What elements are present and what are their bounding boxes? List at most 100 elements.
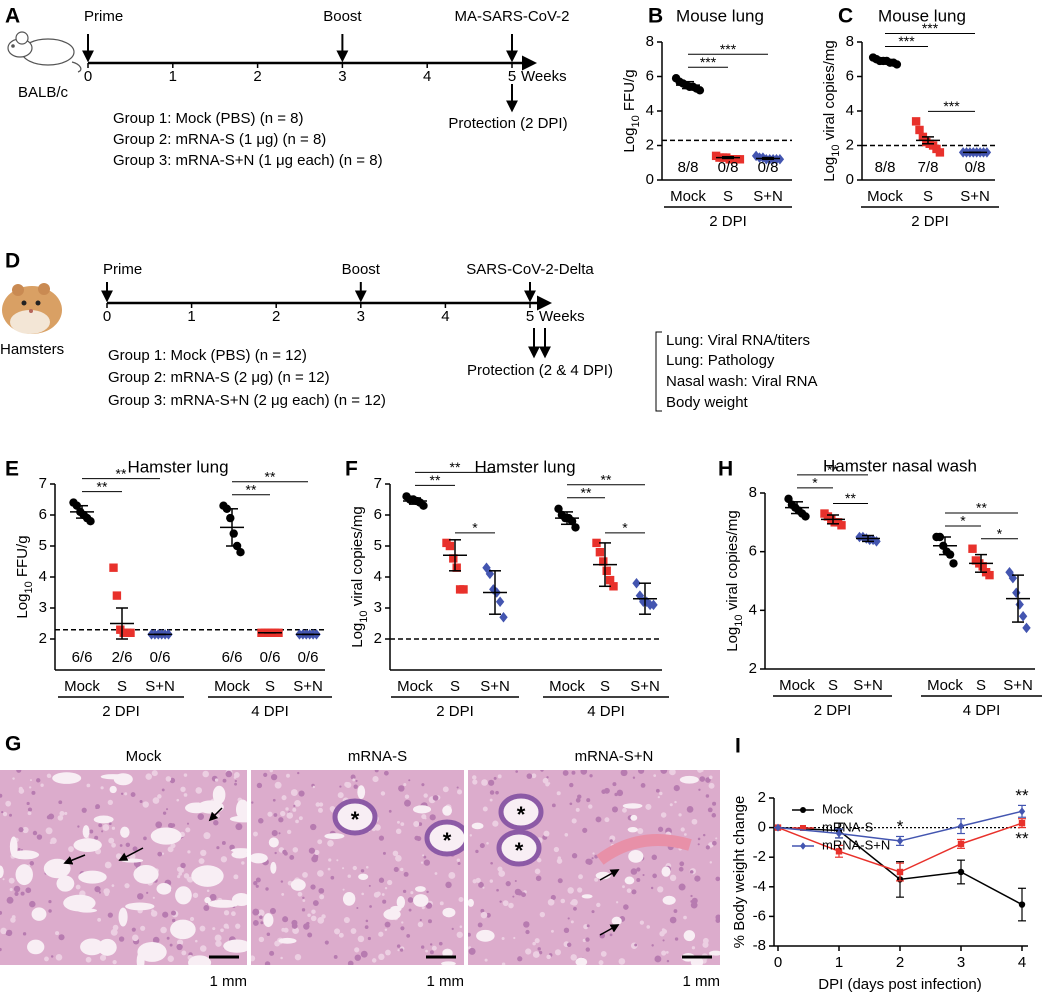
tissue-texture [166, 936, 170, 940]
alveolar-space [263, 913, 274, 928]
tissue-texture [382, 899, 387, 904]
tissue-texture [50, 955, 54, 958]
alveolar-space [121, 858, 144, 863]
tissue-texture [636, 878, 641, 883]
tissue-texture [155, 821, 163, 829]
micrograph-title: Mock [126, 748, 162, 765]
animal-label: BALB/c [18, 84, 69, 101]
tissue-texture [580, 770, 588, 775]
tissue-texture [215, 940, 222, 947]
tissue-texture [586, 924, 590, 928]
tissue-texture [271, 830, 278, 837]
tissue-texture [642, 873, 645, 877]
tissue-texture [185, 827, 191, 833]
tissue-texture [292, 847, 299, 853]
week-unit: Weeks [521, 68, 567, 85]
tissue-texture [472, 879, 477, 884]
alveolar-space [357, 785, 366, 799]
tissue-texture [669, 770, 676, 776]
tissue-texture [98, 823, 103, 828]
y-tick-label: 8 [846, 33, 854, 50]
category-label: Mock [927, 677, 963, 694]
alveolar-space [109, 785, 117, 794]
readout-item: Lung: Viral RNA/titers [666, 332, 810, 349]
tissue-texture [551, 803, 556, 808]
marker [452, 563, 461, 572]
tissue-texture [251, 801, 254, 804]
marker [1022, 622, 1031, 634]
significance-label: ** [265, 468, 276, 484]
tissue-texture [282, 916, 289, 923]
micrograph [251, 770, 464, 965]
tissue-texture [418, 822, 423, 827]
alveolar-space [358, 873, 369, 880]
tissue-texture [662, 939, 665, 942]
tissue-texture [278, 817, 284, 823]
tissue-texture [280, 810, 286, 817]
tissue-texture [339, 785, 342, 788]
alveolar-space [31, 907, 47, 921]
tissue-texture [97, 917, 102, 922]
tissue-texture [86, 783, 91, 788]
tissue-texture [111, 826, 116, 830]
tissue-texture [157, 794, 162, 799]
y-tick-label: 2 [846, 136, 854, 153]
tissue-texture [665, 951, 669, 954]
tissue-texture [107, 799, 113, 806]
tissue-texture [674, 800, 677, 804]
tissue-texture [286, 812, 294, 819]
tissue-texture [481, 779, 488, 786]
tissue-texture [585, 937, 590, 942]
tissue-texture [111, 842, 116, 848]
tissue-texture [567, 887, 574, 894]
tissue-texture [94, 886, 101, 893]
tissue-texture [77, 825, 80, 828]
marker [86, 517, 95, 526]
tissue-texture [99, 954, 107, 961]
tissue-texture [32, 830, 38, 836]
tissue-texture [1, 810, 4, 814]
y-label-base: Log [821, 157, 838, 182]
chart-title: Mouse lung [878, 6, 966, 25]
tissue-texture [343, 917, 350, 924]
y-tick-label: 4 [749, 601, 757, 618]
marker [957, 868, 965, 876]
tissue-texture [678, 883, 686, 891]
tissue-texture [209, 893, 217, 901]
tissue-texture [64, 811, 68, 815]
y-label-rest: viral copies/mg [724, 510, 741, 614]
marker [1018, 610, 1028, 622]
tissue-texture [365, 919, 369, 923]
marker [968, 544, 977, 553]
group-label: 2 DPI [814, 702, 852, 719]
tissue-texture [297, 891, 303, 897]
tissue-texture [285, 807, 289, 811]
marker [835, 848, 843, 855]
tissue-texture [29, 779, 32, 782]
tissue-texture [229, 844, 235, 851]
y-tick-label: 2 [374, 630, 382, 647]
alveolar-space [191, 865, 224, 887]
category-label: S+N [480, 678, 510, 695]
tissue-texture [234, 782, 238, 786]
tissue-texture [547, 782, 551, 785]
y-axis-label: Log10 viral copies/mg [821, 40, 842, 181]
tissue-texture [556, 791, 561, 796]
alveolar-space [56, 875, 75, 892]
tissue-texture [691, 818, 698, 825]
tissue-texture [171, 918, 176, 923]
alveolar-space [63, 894, 96, 912]
tissue-texture [112, 959, 117, 965]
tissue-texture [501, 936, 505, 940]
tissue-texture [195, 939, 198, 943]
arrow [118, 847, 144, 861]
marker [571, 523, 580, 532]
tissue-texture [334, 928, 341, 935]
tissue-texture [659, 791, 663, 796]
tissue-texture [357, 935, 365, 943]
tissue-texture [317, 839, 323, 845]
tissue-texture [161, 852, 165, 855]
week-label: 4 [441, 308, 449, 325]
tissue-texture [241, 861, 245, 865]
tissue-texture [575, 807, 580, 812]
